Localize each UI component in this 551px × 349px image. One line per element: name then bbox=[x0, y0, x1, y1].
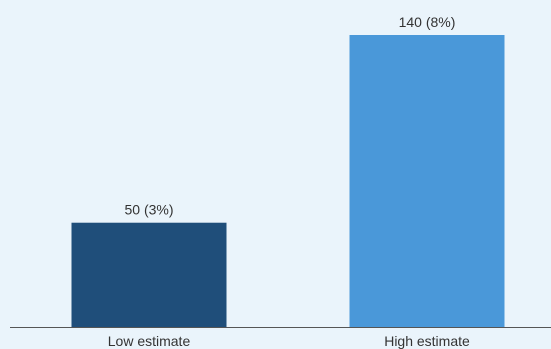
data-label-high-estimate: 140 (8%) bbox=[399, 14, 456, 30]
x-tick-labels: Low estimate High estimate bbox=[108, 333, 470, 349]
x-tick-label-low-estimate: Low estimate bbox=[108, 333, 191, 349]
bar-high-estimate bbox=[349, 35, 505, 327]
x-tick-label-high-estimate: High estimate bbox=[384, 333, 470, 349]
bars-layer bbox=[71, 35, 505, 327]
bar-low-estimate bbox=[71, 222, 227, 327]
labels-layer: 50 (3%) 140 (8%) bbox=[124, 14, 455, 218]
data-label-low-estimate: 50 (3%) bbox=[124, 202, 173, 218]
